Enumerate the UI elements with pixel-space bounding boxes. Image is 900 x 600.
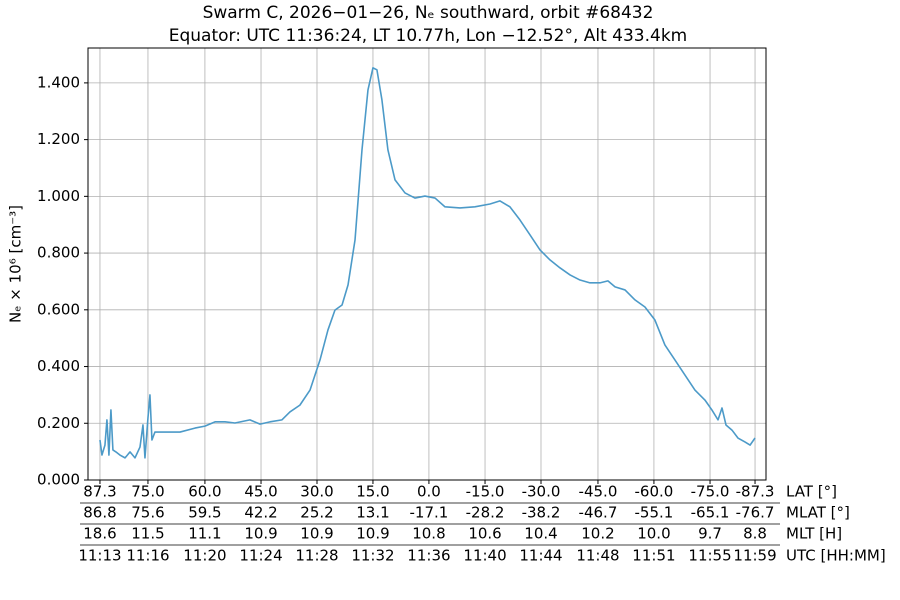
x-tick-label: 11:32 bbox=[351, 547, 394, 565]
x-tick-label: 11:55 bbox=[688, 547, 731, 565]
row-name: LAT [°] bbox=[786, 483, 837, 501]
x-tick-label: 11:40 bbox=[463, 547, 506, 565]
y-tick-label: 0.200 bbox=[37, 414, 80, 432]
x-tick-label: 9.7 bbox=[698, 525, 722, 543]
y-tick-label: 0.600 bbox=[37, 300, 80, 318]
x-tick-label: 10.6 bbox=[468, 525, 501, 543]
x-tick-label: 11:16 bbox=[126, 547, 169, 565]
x-tick-label: 11:48 bbox=[576, 547, 619, 565]
x-tick-label: -17.1 bbox=[410, 504, 449, 522]
plot-frame bbox=[87, 47, 767, 481]
chart-title: Swarm C, 2026−01−26, Nₑ southward, orbit… bbox=[203, 3, 654, 23]
x-tick-label: 75.6 bbox=[131, 504, 164, 522]
x-tick-label: 87.3 bbox=[83, 483, 116, 501]
x-tick-label: 60.0 bbox=[188, 483, 221, 501]
x-tick-label: 11:20 bbox=[183, 547, 226, 565]
x-axis-label: UTC [HH:MM] bbox=[786, 547, 886, 565]
x-tick-label: 11:24 bbox=[239, 547, 282, 565]
x-tick-label: 11.1 bbox=[188, 525, 221, 543]
x-tick-label: 11:44 bbox=[519, 547, 562, 565]
x-tick-label: 75.0 bbox=[131, 483, 164, 501]
x-tick-label: -87.3 bbox=[736, 483, 775, 501]
x-tick-label: 10.2 bbox=[581, 525, 614, 543]
x-tick-label: -38.2 bbox=[522, 504, 561, 522]
x-tick-label: -46.7 bbox=[579, 504, 618, 522]
y-tick-label: 1.000 bbox=[37, 187, 80, 205]
y-tick-label: 1.400 bbox=[37, 73, 80, 91]
y-tick-label: 1.200 bbox=[37, 130, 80, 148]
x-tick-label: 13.1 bbox=[356, 504, 389, 522]
x-tick-label: -28.2 bbox=[466, 504, 505, 522]
data-line bbox=[99, 67, 756, 459]
x-tick-label: -15.0 bbox=[466, 483, 505, 501]
x-tick-label: 11:59 bbox=[733, 547, 776, 565]
x-tick-label: 45.0 bbox=[244, 483, 277, 501]
x-tick-label: 10.0 bbox=[637, 525, 670, 543]
row-name: MLAT [°] bbox=[786, 504, 850, 522]
x-tick-label: -75.0 bbox=[691, 483, 730, 501]
x-tick-label: 11:13 bbox=[78, 547, 121, 565]
y-tick-label: 0.400 bbox=[37, 357, 80, 375]
x-tick-label: 10.9 bbox=[244, 525, 277, 543]
x-tick-label: -55.1 bbox=[635, 504, 674, 522]
x-tick-label: 11.5 bbox=[131, 525, 164, 543]
x-tick-label: 10.9 bbox=[356, 525, 389, 543]
x-tick-label: 11:51 bbox=[632, 547, 675, 565]
x-tick-label: -60.0 bbox=[635, 483, 674, 501]
x-tick-label: 0.0 bbox=[417, 483, 441, 501]
row-name: MLT [H] bbox=[786, 525, 842, 543]
x-tick-label: 42.2 bbox=[244, 504, 277, 522]
x-tick-label: 11:36 bbox=[407, 547, 450, 565]
x-tick-label: -76.7 bbox=[736, 504, 775, 522]
x-tick-label: 10.9 bbox=[300, 525, 333, 543]
y-tick-label: 0.000 bbox=[37, 471, 80, 489]
x-tick-label: 18.6 bbox=[83, 525, 116, 543]
y-axis-label: Nₑ × 10⁶ [cm⁻³] bbox=[7, 205, 25, 323]
chart-subtitle: Equator: UTC 11:36:24, LT 10.77h, Lon −1… bbox=[169, 26, 688, 46]
x-tick-label: 10.4 bbox=[524, 525, 557, 543]
x-tick-label: 86.8 bbox=[83, 504, 116, 522]
x-tick-label: 8.8 bbox=[743, 525, 767, 543]
x-tick-label: 59.5 bbox=[188, 504, 221, 522]
y-tick-label: 0.800 bbox=[37, 244, 80, 262]
x-tick-label: 30.0 bbox=[300, 483, 333, 501]
x-tick-label: 10.8 bbox=[412, 525, 445, 543]
x-tick-label: 15.0 bbox=[356, 483, 389, 501]
x-tick-label: -30.0 bbox=[522, 483, 561, 501]
x-tick-label: 25.2 bbox=[300, 504, 333, 522]
x-tick-label: -45.0 bbox=[579, 483, 618, 501]
x-tick-label: -65.1 bbox=[691, 504, 730, 522]
x-tick-label: 11:28 bbox=[295, 547, 338, 565]
